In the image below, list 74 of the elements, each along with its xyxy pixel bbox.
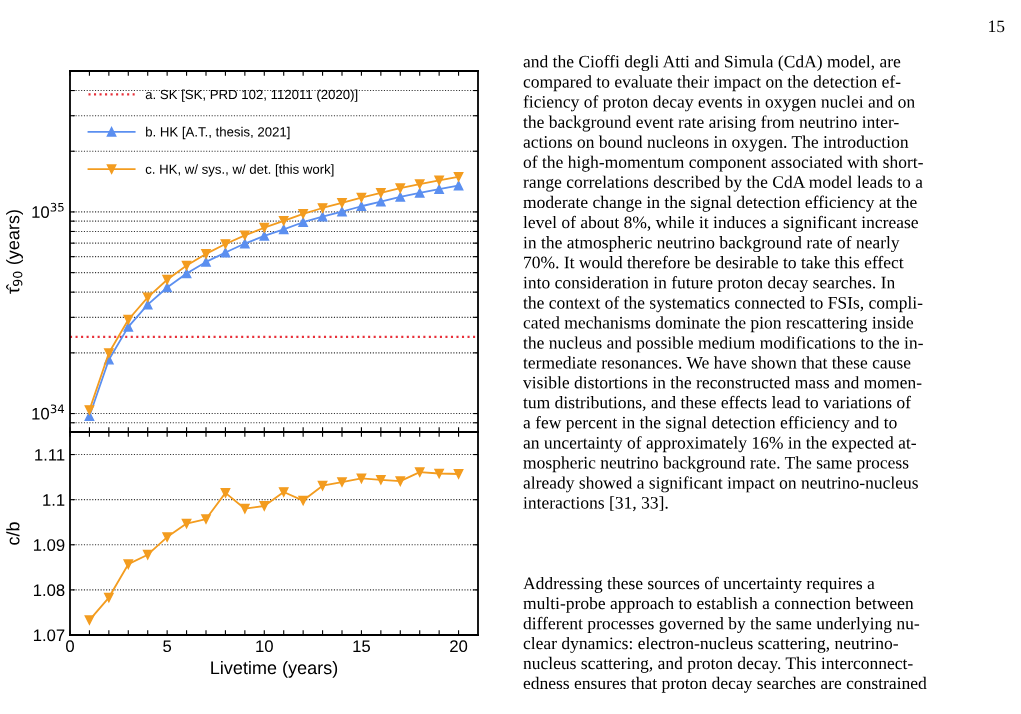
point	[181, 260, 192, 271]
point	[239, 230, 250, 241]
point	[356, 192, 367, 203]
point	[103, 348, 114, 358]
point	[123, 322, 134, 332]
point	[337, 477, 347, 487]
point	[239, 238, 250, 249]
point	[434, 175, 445, 186]
point	[220, 488, 231, 498]
y-tick-label: 1.1	[43, 494, 65, 506]
point	[298, 495, 309, 506]
point	[453, 180, 464, 191]
point	[278, 487, 289, 497]
point	[103, 592, 114, 603]
y-tick-label: 10$^{34}$	[32, 404, 65, 420]
point	[434, 184, 445, 195]
point	[395, 192, 406, 202]
y-tick-label: 1.11	[35, 449, 65, 461]
point	[278, 224, 289, 235]
legend-label: b. HK [A.T., thesis, 2021]	[146, 126, 290, 140]
point	[142, 549, 153, 560]
point	[298, 217, 309, 228]
y-tick-label: 1.08	[33, 584, 65, 597]
x-tick-label: 15	[353, 640, 370, 653]
point	[259, 222, 270, 233]
point	[220, 239, 231, 249]
point	[278, 215, 289, 226]
point	[414, 188, 425, 198]
point	[337, 206, 347, 217]
point	[375, 188, 386, 198]
x-tick-label: 0	[66, 640, 74, 653]
legend-label: a. SK [SK, PRD 102, 112011 (2020)]	[145, 89, 358, 102]
point	[414, 467, 425, 478]
point	[356, 201, 367, 212]
point	[395, 183, 406, 194]
point	[317, 203, 328, 213]
point	[181, 518, 192, 529]
y-tick-label: 1.09	[33, 539, 65, 551]
point	[259, 501, 270, 511]
point	[123, 314, 134, 325]
text: Addressing these sources of uncertainty requires a multi-probe approach to establish a connection between different processes governed by the same underlying nu- clear dynamics: electron-nucleus scattering, neutrino- nucleus scattering, and proton decay. This interconnect- edness ensures that proton decay searches are constrained	[523, 576, 927, 693]
point	[162, 274, 173, 285]
point	[201, 249, 211, 259]
y-tick-label: 10$^{35}$	[32, 202, 64, 218]
point	[84, 615, 95, 625]
x-tick-label: 10	[256, 640, 273, 653]
text: and the Cioffi degli Atti and Simula (CdA) model, are compared to evaluate their impact on the detection ef- ficiency of proton decay events in oxygen nuclei and on the background event rate arising from neutrino inter- actions on bound nucleons in oxygen. The introduction of the high-momentum component associated with short- range correlations described by the CdA model leads to a moderate change in the signal detection efficiency at the level of about 8%, while it induces a significant increase in the atmospheric neutrino background rate of nearly 70%. It would therefore be desirable to take this effect into consideration in future proton decay searches. In the context of the systematics connected to FSIs, compli- cated mechanisms dominate the pion rescattering inside the nucleus and possible medium modifications to the in- termediate resonances. We have shown that these cause visible distortions in the reconstructed mass and momen- tum distributions, and these effects lead to variations of a few percent in the signal detection efficiency and to an uncertainty of approximately 16% in the expected at- mospheric neutrino background rate. The same process already showed a significant impact on neutrino-nucleus interactions [31, 33].	[523, 55, 923, 512]
text: 15	[989, 20, 1005, 33]
point	[453, 469, 464, 479]
point	[123, 559, 134, 570]
point	[317, 480, 328, 491]
point	[337, 198, 347, 208]
x-tick-label: 5	[163, 640, 172, 653]
point	[162, 532, 173, 542]
point	[395, 476, 406, 487]
point	[375, 196, 386, 207]
point	[201, 514, 211, 524]
point	[356, 473, 367, 484]
y-axis-title: τ̂$_{90}$ (years)	[6, 210, 23, 294]
y-axis-title: c/b	[6, 522, 20, 545]
point	[414, 179, 425, 189]
legend-label: c. HK, w/ sys., w/ det. [this work]	[145, 164, 334, 177]
y-tick-label: 1.07	[33, 629, 65, 642]
point	[84, 405, 95, 415]
point	[201, 257, 211, 267]
x-tick-label: 20	[450, 640, 468, 653]
point	[142, 292, 153, 303]
point	[239, 503, 250, 514]
point	[259, 231, 270, 241]
x-axis-title: Livetime (years)	[211, 660, 338, 678]
point	[434, 468, 445, 479]
point	[298, 209, 309, 219]
point	[453, 171, 464, 182]
point	[375, 474, 386, 485]
